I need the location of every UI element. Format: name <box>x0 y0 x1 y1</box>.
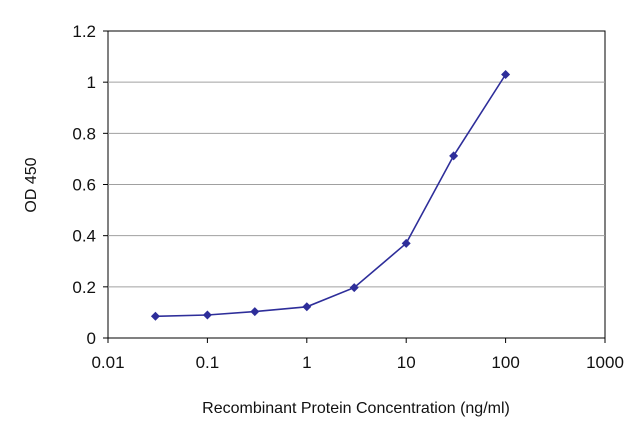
x-tick-label: 100 <box>491 353 519 372</box>
y-tick-label: 0.2 <box>72 278 96 297</box>
axis-layer <box>103 30 606 343</box>
data-point-marker <box>302 302 312 312</box>
grid-layer <box>108 81 605 288</box>
data-point-marker <box>501 69 511 79</box>
x-tick-label: 1 <box>302 353 311 372</box>
y-tick-label: 0.8 <box>72 124 96 143</box>
y-tick-label: 1 <box>87 73 96 92</box>
data-point-marker <box>449 151 459 161</box>
y-tick-label: 0 <box>87 329 96 348</box>
label-layer: 0 0.2 0.4 0.6 0.8 1 1.2 0.01 0.1 1 10 100 1000 <box>72 22 624 372</box>
y-axis-title: OD 450 <box>23 157 40 212</box>
x-tick-label: 0.01 <box>91 353 124 372</box>
data-point-marker <box>202 310 212 320</box>
y-tick-label: 0.6 <box>72 176 96 195</box>
data-point-marker <box>250 307 260 317</box>
data-point-marker <box>349 283 359 293</box>
x-tick-label: 10 <box>397 353 416 372</box>
x-tick-label: 0.1 <box>196 353 220 372</box>
y-tick-label: 1.2 <box>72 22 96 41</box>
x-axis-title: Recombinant Protein Concentration (ng/ml… <box>202 400 510 417</box>
series-line <box>155 74 507 318</box>
x-tick-label: 1000 <box>586 353 624 372</box>
y-tick-label: 0.4 <box>72 227 96 246</box>
series-layer <box>150 69 511 321</box>
data-point-marker <box>150 311 160 321</box>
data-point-marker <box>401 238 411 248</box>
